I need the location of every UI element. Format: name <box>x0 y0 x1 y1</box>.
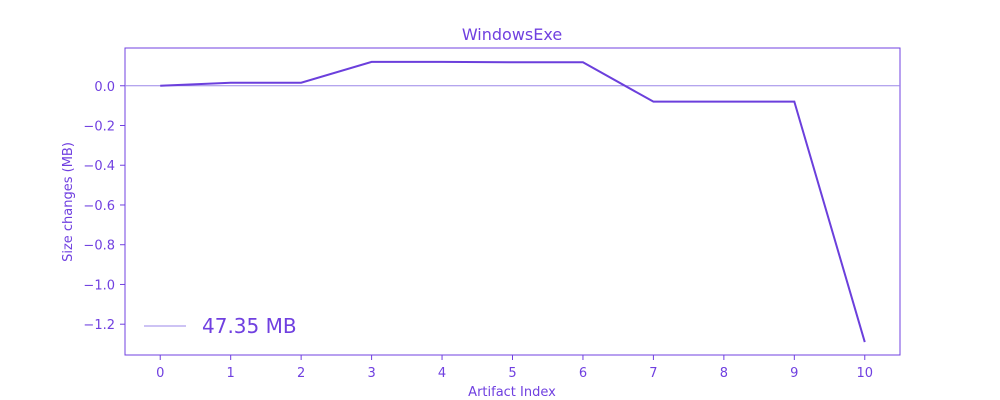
x-axis-label: Artifact Index <box>468 385 556 400</box>
x-tick-label: 10 <box>856 366 873 381</box>
x-tick-label: 0 <box>156 366 164 381</box>
legend: 47.35 MB <box>144 314 297 338</box>
y-tick-label: −0.2 <box>83 119 115 134</box>
legend-label: 47.35 MB <box>202 314 297 338</box>
series-line <box>160 60 866 343</box>
y-tick-label: 0.0 <box>94 80 115 95</box>
chart-title: WindowsExe <box>462 25 562 44</box>
x-tick-label: 9 <box>790 366 798 381</box>
x-tick-label: 8 <box>720 366 728 381</box>
x-tick-label: 4 <box>438 366 446 381</box>
y-tick-label: −0.4 <box>83 159 115 174</box>
x-tick-label: 1 <box>227 366 235 381</box>
x-axis: 0 1 2 3 4 5 6 7 8 9 10 <box>156 355 873 381</box>
x-tick-label: 3 <box>367 366 375 381</box>
y-tick-label: −1.0 <box>83 278 115 293</box>
x-tick-label: 7 <box>649 366 657 381</box>
y-axis: 0.0 −0.2 −0.4 −0.6 −0.8 −1.0 −1.2 <box>83 80 125 333</box>
x-tick-label: 5 <box>508 366 516 381</box>
x-tick-label: 6 <box>579 366 587 381</box>
y-tick-label: −0.6 <box>83 199 115 214</box>
y-tick-label: −1.2 <box>83 318 115 333</box>
x-tick-label: 2 <box>297 366 305 381</box>
y-axis-label: Size changes (MB) <box>61 142 76 262</box>
y-tick-label: −0.8 <box>83 239 115 254</box>
plot-area <box>124 47 901 356</box>
